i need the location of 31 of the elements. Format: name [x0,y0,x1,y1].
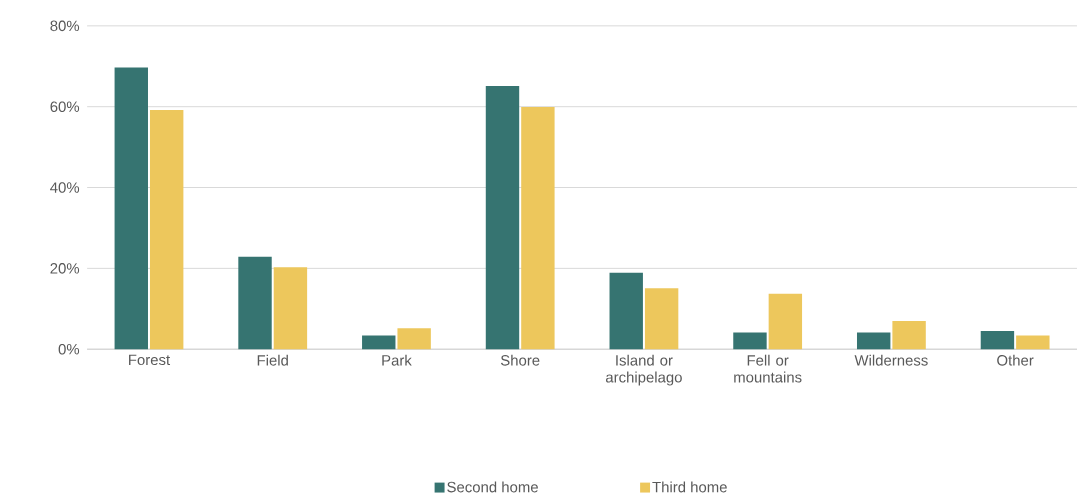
bar [644,287,679,349]
bar [114,67,148,349]
bar [1016,335,1050,349]
bar [856,332,891,349]
bar [149,109,184,349]
bar [397,327,431,349]
bar [362,335,396,349]
x-tick-label: Fell or mountains [734,354,802,383]
bar [238,256,272,349]
y-tick-label: 0% [58,343,80,355]
y-tick-label: 40% [50,182,80,193]
x-tick-label: Field [257,354,288,366]
bar [521,106,555,349]
x-tick-label: Shore [500,354,540,366]
bar [485,85,520,349]
bar [733,332,767,349]
bar [768,293,803,349]
x-tick-label: Forest [129,354,171,365]
legend-label: Second home [447,481,538,493]
bar [980,330,1015,349]
y-tick-label: 80% [50,20,80,31]
x-tick-label: Wilderness [854,354,928,366]
legend-label: Third home [652,481,727,493]
y-tick-label: 60% [50,101,80,112]
x-tick-label: Other [997,354,1034,366]
y-tick-label: 20% [50,262,80,274]
x-tick-label: Park [382,354,412,366]
x-tick-label: Island or archipelago [605,354,682,386]
bar [273,266,308,349]
bar [892,320,926,349]
bar [609,272,643,349]
